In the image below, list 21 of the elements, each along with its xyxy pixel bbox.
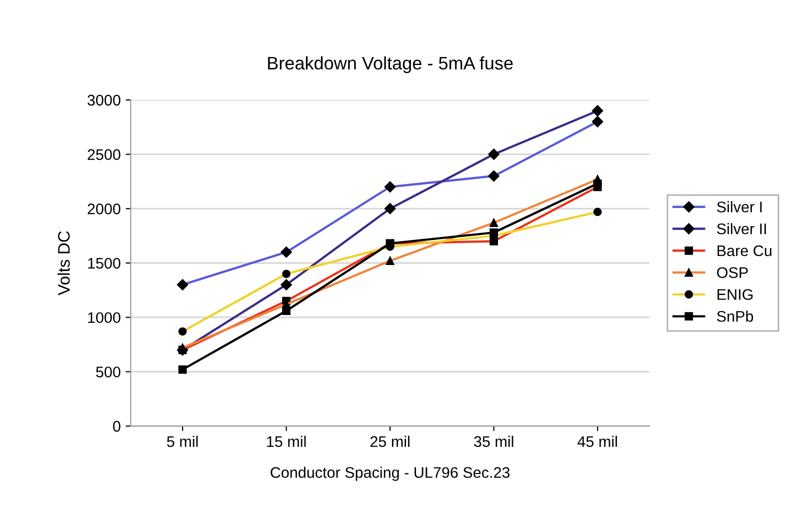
x-tick-label: 15 mil: [267, 436, 306, 448]
chart-title: Breakdown Voltage - 5mA fuse: [268, 56, 513, 74]
y-tick-label: 1000: [88, 312, 120, 324]
y-tick-label: 3000: [88, 94, 120, 106]
y-axis-title: Volts DC: [58, 231, 70, 296]
legend-label: Bare Cu: [718, 245, 772, 256]
x-tick-label: 5 mil: [167, 436, 198, 448]
y-tick-label: 1500: [88, 258, 120, 269]
x-tick-label: 45 mil: [578, 436, 617, 448]
y-tick-label: 0: [113, 420, 120, 432]
x-axis-title: Conductor Spacing - UL796 Sec.23: [270, 466, 510, 481]
x-tick-label: 25 mil: [370, 436, 410, 448]
legend-label: SnPb: [717, 310, 754, 322]
legend-label: OSP: [717, 267, 748, 278]
legend-label: Silver II: [717, 223, 766, 234]
x-tick-label: 35 mil: [474, 436, 514, 448]
y-tick-label: 2500: [88, 149, 120, 160]
y-tick-label: 500: [96, 366, 120, 378]
legend-label: ENIG: [718, 289, 753, 300]
legend-label: Silver I: [717, 201, 762, 212]
y-tick-label: 2000: [88, 204, 120, 214]
